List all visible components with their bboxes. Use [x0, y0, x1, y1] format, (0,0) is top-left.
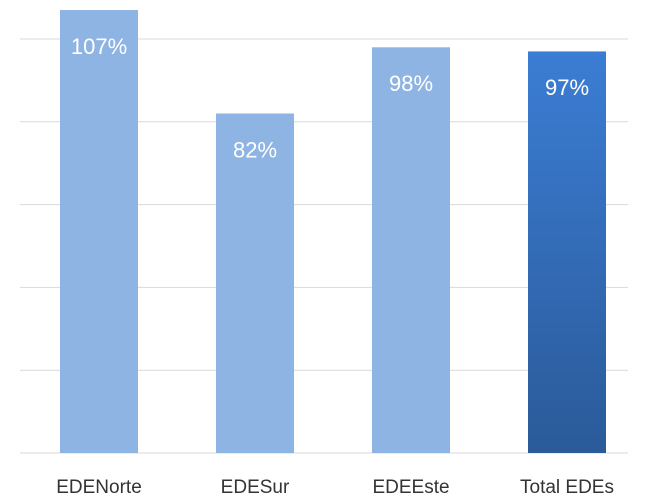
x-tick-label: EDEEste	[372, 477, 449, 498]
bar	[372, 47, 450, 453]
x-tick-label: EDENorte	[56, 477, 142, 498]
bar	[216, 113, 294, 454]
data-label: 107%	[71, 34, 127, 59]
bar-shade	[528, 51, 606, 454]
bar	[60, 10, 138, 454]
x-tick-label: EDESur	[221, 477, 290, 498]
x-tick-label: Total EDEs	[520, 477, 614, 498]
data-label: 97%	[545, 75, 589, 100]
data-label: 98%	[389, 71, 433, 96]
data-label: 82%	[233, 137, 277, 162]
